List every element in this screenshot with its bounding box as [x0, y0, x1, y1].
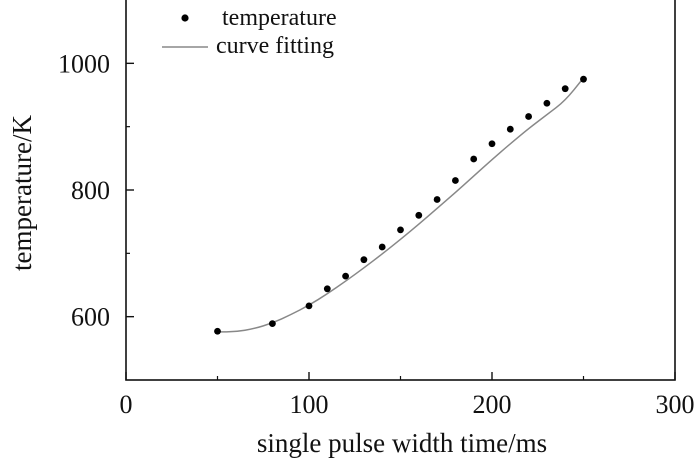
y-tick-label: 600: [71, 303, 110, 332]
x-tick-label: 0: [120, 390, 133, 419]
x-tick-label: 200: [473, 390, 512, 419]
y-tick-label: 800: [71, 176, 110, 205]
temperature-point: [525, 113, 532, 120]
temperature-point: [506, 125, 514, 133]
legend-temperature-label: temperature: [222, 5, 337, 31]
temperature-point: [433, 196, 441, 203]
temperature-point: [415, 211, 423, 219]
temperature-point: [580, 75, 587, 83]
temperature-point: [397, 226, 404, 234]
axis-ticks: 0 100 200 300 600 800 1000: [58, 49, 695, 419]
plot-frame: [125, 0, 676, 381]
x-tick-label: 100: [290, 390, 329, 419]
temperature-point: [378, 243, 386, 251]
temperature-point: [342, 272, 349, 280]
x-tick-label: 300: [656, 390, 695, 419]
temperature-point: [305, 302, 313, 310]
legend-temperature-marker: [181, 14, 189, 22]
temperature-point: [488, 140, 496, 148]
legend: temperature curve fitting: [162, 5, 337, 59]
temperature-point: [323, 285, 331, 293]
temperature-point: [269, 320, 276, 328]
temperature-point: [214, 327, 221, 335]
x-axis-label: single pulse width time/ms: [257, 428, 547, 458]
temperature-point: [561, 85, 569, 93]
y-axis-label: temperature/K: [7, 115, 37, 271]
plot-area-border: [125, 0, 676, 381]
temperature-point: [452, 177, 459, 184]
y-tick-label: 1000: [58, 49, 110, 78]
temperature-point: [360, 256, 368, 264]
legend-curve-fitting-label: curve fitting: [216, 33, 334, 59]
temperature-series: [214, 75, 587, 335]
temperature-point: [470, 155, 478, 163]
temperature-point: [543, 99, 551, 107]
